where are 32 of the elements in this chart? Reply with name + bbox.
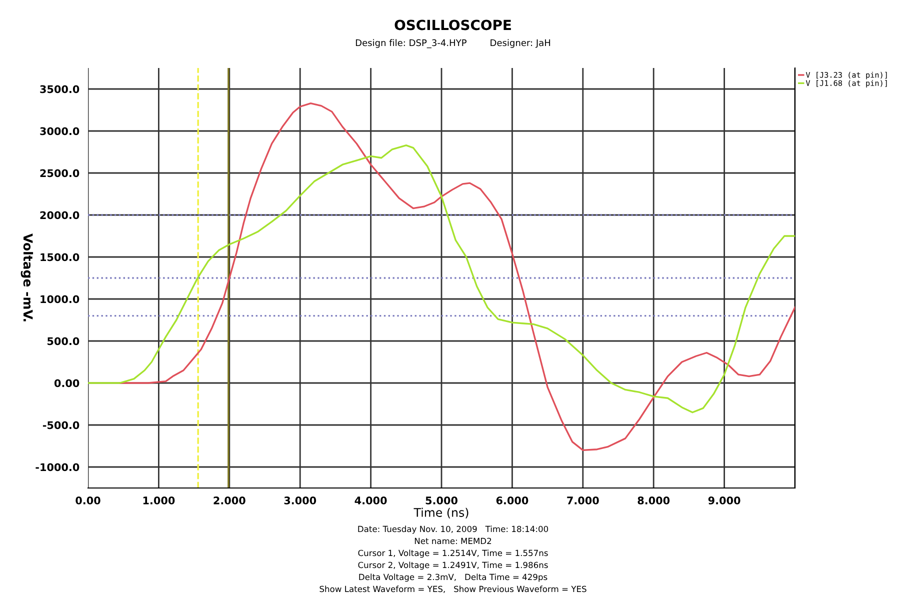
x-tick-label: 5.000 [426, 496, 458, 504]
text: Date: Tuesday Nov. 10, 2009 Time: 18:14:00 [358, 526, 548, 534]
x-tick-label: 4.000 [354, 496, 387, 504]
y-tick-label: 3000.0 [40, 127, 80, 136]
text: Delta Voltage = 2.3mV, Delta Time = 429ps [359, 574, 548, 582]
y-tick-label: 2500.0 [40, 169, 80, 178]
y-tick-label: -500.0 [42, 421, 80, 430]
y-tick-label: 1500.0 [40, 253, 80, 262]
x-axis-title: Time (ns) [414, 508, 468, 518]
text: Cursor 1, Voltage = 1.2514V, Time = 1.557ns [358, 550, 548, 558]
chart-subtitle: Design file: DSP_3-4.HYP Designer: JaH [356, 39, 550, 48]
text: Cursor 2, Voltage = 1.2491V, Time = 1.986ns [358, 562, 548, 570]
y-tick-label: 2000.0 [40, 211, 80, 220]
y-axis-title: Voltage -mV. [20, 234, 34, 322]
x-tick-label: 7.000 [567, 496, 599, 504]
y-tick-label: 0.00 [54, 379, 80, 388]
y-tick-label: 3500.0 [40, 85, 80, 94]
x-tick-label: 2.000 [214, 496, 246, 504]
x-tick-label: 9.000 [708, 496, 740, 504]
text: Net name: MEMD2 [414, 538, 492, 544]
y-tick-label: 1000.0 [40, 295, 80, 304]
x-tick-label: 6.000 [496, 496, 528, 504]
y-tick-label: 500.0 [48, 337, 80, 346]
chart-title: OSCILLOSCOPE [394, 20, 511, 30]
x-tick-label: 1.000 [143, 496, 175, 504]
text: Show Latest Waveform = YES, Show Previous Waveform = YES [320, 586, 586, 593]
line-series [88, 144, 795, 414]
y-tick-label: -1000.0 [36, 463, 80, 472]
x-tick-label: 3.000 [284, 496, 316, 504]
line-series [118, 102, 795, 452]
x-tick-label: 8.000 [638, 496, 670, 504]
x-tick-label: 0.00 [76, 496, 100, 504]
